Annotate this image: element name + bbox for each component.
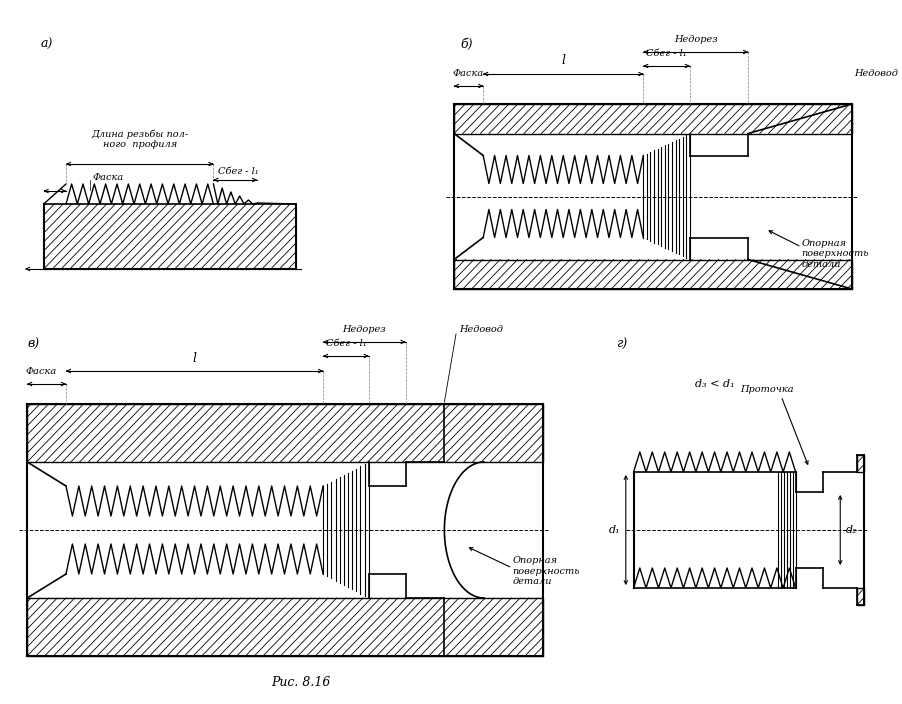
Bar	[27, 404, 543, 462]
Text: Недорез: Недорез	[674, 34, 717, 44]
Text: Сбег - l₁: Сбег - l₁	[326, 339, 366, 348]
Text: d₂: d₂	[846, 525, 858, 535]
Text: Опорная
поверхность
детали: Опорная поверхность детали	[802, 239, 869, 269]
Bar	[857, 588, 863, 605]
Text: l: l	[192, 351, 197, 365]
Text: Проточка: Проточка	[740, 384, 794, 394]
Bar	[454, 260, 851, 289]
Text: d₁: d₁	[608, 525, 620, 535]
Text: Недовод: Недовод	[459, 325, 502, 334]
Text: Недорез: Недорез	[343, 325, 386, 334]
Text: б): б)	[461, 37, 474, 51]
Text: Недовод: Недовод	[854, 70, 897, 79]
Text: Сбег - l₁: Сбег - l₁	[646, 49, 687, 58]
Text: l: l	[561, 54, 566, 68]
Text: а): а)	[41, 37, 53, 51]
Text: Длина резьбы пол-
ного  профиля: Длина резьбы пол- ного профиля	[91, 129, 189, 149]
Bar	[857, 455, 863, 472]
Bar	[27, 598, 543, 656]
Text: Опорная
поверхность
детали: Опорная поверхность детали	[512, 556, 580, 586]
Text: в): в)	[27, 337, 40, 351]
Text: Фаска: Фаска	[92, 172, 124, 182]
Text: Сбег - l₁: Сбег - l₁	[218, 167, 259, 175]
Text: d₃ < d₁: d₃ < d₁	[695, 379, 734, 389]
Text: г): г)	[616, 337, 628, 351]
Text: Фаска: Фаска	[25, 367, 57, 375]
Text: Фаска: Фаска	[452, 70, 483, 79]
Bar	[43, 204, 296, 269]
Bar	[454, 104, 851, 134]
Text: Рис. 8.16: Рис. 8.16	[272, 676, 330, 689]
